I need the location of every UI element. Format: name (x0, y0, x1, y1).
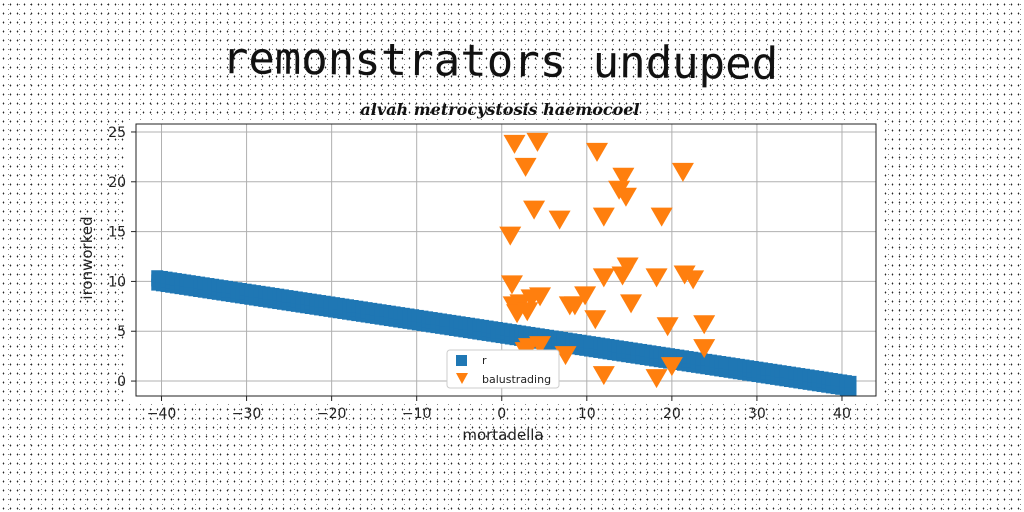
y-tick-label: 10 (108, 274, 126, 290)
data-point-balustrading (611, 266, 634, 286)
data-point-balustrading (514, 157, 537, 177)
data-point-balustrading (548, 210, 571, 230)
data-point-balustrading (671, 162, 694, 182)
x-tick-label: 30 (748, 406, 766, 422)
x-tick-label: 40 (833, 406, 851, 422)
data-point-balustrading (526, 132, 549, 152)
x-axis-label: mortadella (462, 426, 543, 444)
data-point-balustrading (500, 275, 523, 295)
x-tick-label: −20 (317, 406, 347, 422)
data-point-balustrading (529, 336, 552, 356)
data-point-balustrading (673, 265, 696, 285)
data-point-balustrading (682, 270, 705, 290)
legend-marker-r (456, 355, 467, 366)
data-point-r (844, 375, 857, 388)
data-point-balustrading (693, 339, 716, 359)
legend-label-balustrading: balustrading (482, 373, 551, 386)
data-point-balustrading (592, 366, 615, 386)
data-point-balustrading (499, 226, 522, 246)
series-r (151, 270, 857, 397)
legend-label-r: r (482, 354, 487, 367)
data-point-balustrading (656, 317, 679, 337)
legend-marker-balustrading (456, 373, 468, 384)
grid-lines (136, 124, 876, 396)
y-axis-ticks: 0 5 10 15 20 25 (108, 125, 136, 390)
y-tick-label: 25 (108, 125, 126, 141)
data-point-balustrading (660, 357, 683, 377)
axes-frame (135, 123, 877, 397)
data-point-balustrading (645, 268, 668, 288)
data-point-balustrading (516, 302, 539, 322)
legend: r balustrading (446, 349, 560, 389)
x-axis-ticks: −40 −30 −20 −10 0 10 20 30 40 (147, 396, 851, 422)
y-axis-label: ironworked (78, 216, 96, 299)
data-point-balustrading (612, 167, 635, 187)
data-point-balustrading (620, 294, 643, 314)
data-point-balustrading (584, 310, 607, 330)
data-point-balustrading (645, 369, 668, 389)
y-tick-label: 5 (117, 324, 126, 340)
data-point-balustrading (693, 315, 716, 335)
x-tick-label: 0 (497, 406, 506, 422)
data-point-balustrading (523, 200, 546, 220)
x-tick-label: 10 (578, 406, 596, 422)
data-point-balustrading (592, 268, 615, 288)
chart-subtitle: alvah metrocystosis haemocoel (360, 100, 640, 119)
y-tick-label: 0 (117, 374, 126, 390)
x-tick-label: −10 (402, 406, 432, 422)
data-point-balustrading (592, 207, 615, 227)
data-point-balustrading (554, 346, 577, 366)
data-point-balustrading (558, 296, 581, 316)
y-tick-label: 15 (108, 225, 126, 241)
x-tick-label: −40 (147, 406, 177, 422)
x-tick-label: 20 (663, 406, 681, 422)
data-point-balustrading (614, 187, 637, 207)
series-balustrading (499, 132, 716, 389)
data-point-balustrading (586, 142, 609, 162)
data-point-balustrading (503, 134, 526, 154)
legend-box (446, 349, 560, 389)
data-point-balustrading (529, 287, 552, 307)
x-tick-label: −30 (232, 406, 262, 422)
data-point-balustrading (650, 207, 673, 227)
data-point-balustrading (574, 286, 597, 306)
y-tick-label: 20 (108, 175, 126, 191)
